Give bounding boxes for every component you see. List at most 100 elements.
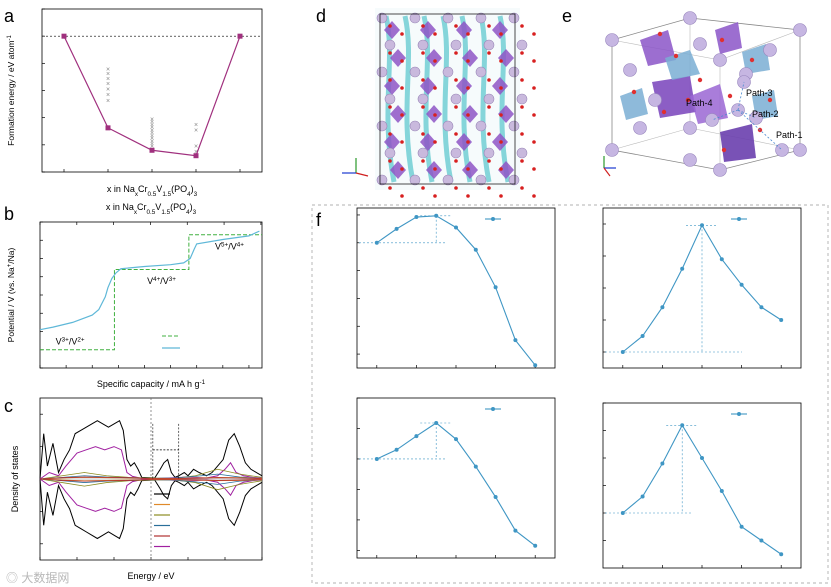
hull-point xyxy=(61,33,67,39)
vo6-octahedron xyxy=(652,76,696,118)
o-atom xyxy=(421,159,425,163)
na-atom xyxy=(516,93,528,105)
o-atom xyxy=(454,132,458,136)
energy-profile-point xyxy=(473,464,478,469)
energy-profile-point xyxy=(374,456,379,461)
na-atom xyxy=(376,174,388,186)
vo6-octahedron xyxy=(384,77,400,95)
axis-a-arrow xyxy=(603,167,611,177)
o-atom xyxy=(421,24,425,28)
vo6-octahedron xyxy=(690,84,728,124)
o-atom xyxy=(520,51,524,55)
diffusion-path-line xyxy=(737,81,745,111)
o-atom xyxy=(388,24,392,28)
chart-c-density-of-states: Energy / eV Density of states xyxy=(10,397,263,581)
vo6-octahedron xyxy=(462,161,478,179)
o-atom xyxy=(433,113,437,117)
vo6-octahedron xyxy=(720,124,756,162)
na-atom xyxy=(409,66,421,78)
panel-e-structure: Path-1 Path-2 Path-3 Path-4 xyxy=(603,11,807,177)
na-atom xyxy=(384,93,396,105)
na-atom xyxy=(442,120,454,132)
o-atom xyxy=(454,105,458,109)
o-atom xyxy=(520,78,524,82)
redox-couple-label: V4+/V3+ xyxy=(147,276,176,287)
o-atom xyxy=(454,51,458,55)
na-atom xyxy=(516,39,528,51)
energy-profile-point xyxy=(719,257,724,262)
vo6-octahedron xyxy=(456,77,472,95)
energy-profile-point xyxy=(394,447,399,452)
plot-frame xyxy=(356,397,556,559)
energy-profile-point xyxy=(434,420,439,425)
dos-partial-spin-down xyxy=(39,478,263,482)
y-axis-title: Potential / V (vs. Na+/Na) xyxy=(6,248,16,343)
panel-f-frame xyxy=(311,204,829,584)
vo6-octahedron xyxy=(498,49,514,67)
o-atom xyxy=(466,113,470,117)
vo6-octahedron xyxy=(426,49,442,67)
na-atom xyxy=(605,143,619,157)
x-axis-title: x in NaxCr0.5V1.5(PO4)3 xyxy=(107,184,198,198)
structure-energy-point: × xyxy=(150,141,154,148)
o-atom xyxy=(520,105,524,109)
vo6-octahedron xyxy=(420,133,436,151)
o-atom xyxy=(400,113,404,117)
na-atom xyxy=(376,66,388,78)
structure-energy-point: × xyxy=(194,127,198,134)
structure-energy-point: × xyxy=(150,117,154,124)
energy-profile-line xyxy=(376,422,536,547)
na-atom xyxy=(409,12,421,24)
o-atom xyxy=(727,93,733,99)
top-axis-title: x in NaxCr0.5V1.5(PO4)3 xyxy=(106,202,197,216)
panel-label-c: c xyxy=(4,396,13,416)
o-atom xyxy=(400,194,404,198)
path-1-label: Path-1 xyxy=(776,130,803,140)
vo6-octahedron xyxy=(384,133,400,151)
na-atom xyxy=(442,12,454,24)
energy-profile-point xyxy=(739,524,744,529)
energy-profile-point xyxy=(660,461,665,466)
o-atom xyxy=(421,186,425,190)
na-atom xyxy=(508,12,520,24)
panel-label-f: f xyxy=(316,210,322,230)
na-atom xyxy=(376,12,388,24)
o-atom xyxy=(532,194,536,198)
energy-profile-point xyxy=(620,511,625,515)
na-atom xyxy=(475,66,487,78)
o-atom xyxy=(454,24,458,28)
o-atom xyxy=(631,89,637,95)
na-atom xyxy=(775,143,789,157)
o-atom xyxy=(719,37,725,43)
energy-profile-point xyxy=(434,213,439,218)
o-atom xyxy=(657,31,663,37)
o-atom xyxy=(499,113,503,117)
na-atom xyxy=(749,111,763,125)
energy-profile-line xyxy=(622,424,782,555)
x-axis-title: Energy / eV xyxy=(127,571,174,581)
na-atom xyxy=(508,120,520,132)
redox-couple-label: V5+/V4+ xyxy=(215,241,244,252)
panel-label-e: e xyxy=(562,6,572,26)
o-atom xyxy=(400,32,404,36)
energy-profile-point xyxy=(680,423,685,428)
na-atom xyxy=(483,39,495,51)
structure-energy-point: × xyxy=(106,76,110,83)
na-atom xyxy=(648,93,662,107)
o-atom xyxy=(532,86,536,90)
energy-profile-point xyxy=(640,334,645,338)
hull-point xyxy=(149,147,155,153)
energy-profile-point xyxy=(779,318,784,322)
chart-f-path-1 xyxy=(356,207,556,369)
o-atom xyxy=(454,78,458,82)
o-atom xyxy=(400,140,404,144)
o-atom xyxy=(767,97,773,103)
o-atom xyxy=(749,57,755,63)
o-atom xyxy=(466,167,470,171)
o-atom xyxy=(454,159,458,163)
o-atom xyxy=(487,78,491,82)
na-atom xyxy=(384,39,396,51)
o-atom xyxy=(697,77,703,83)
hull-point xyxy=(193,153,199,159)
na-atom xyxy=(376,120,388,132)
